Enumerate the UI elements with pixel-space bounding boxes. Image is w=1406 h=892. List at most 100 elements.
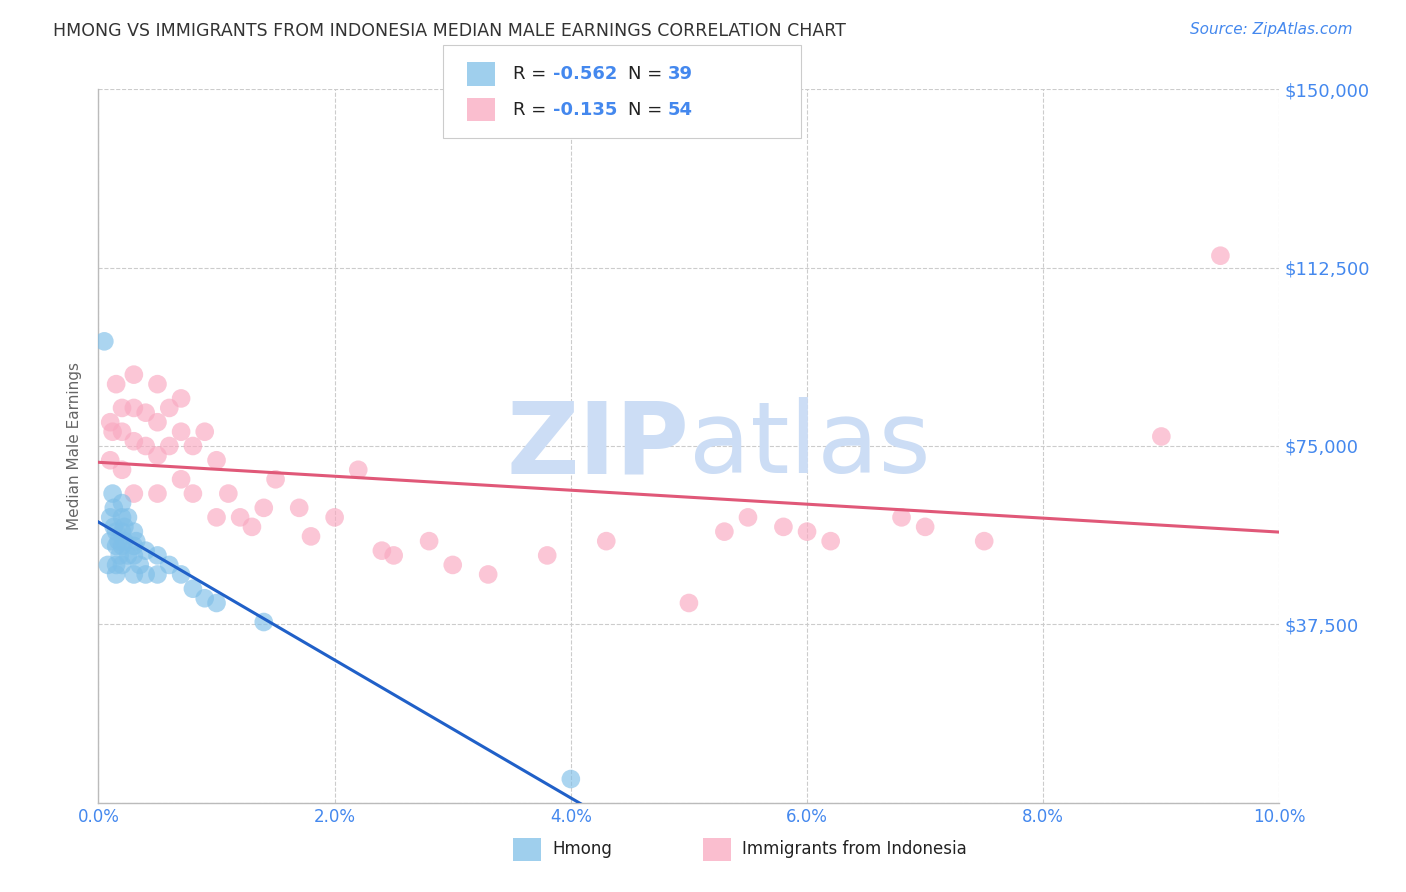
Point [105, 377, 128, 392]
Point [170, 392, 193, 406]
Point [112, 534, 135, 549]
Text: 39: 39 [668, 65, 693, 83]
Point [1150, 429, 1173, 443]
Point [122, 524, 145, 539]
Point [796, 524, 818, 539]
Point [371, 543, 394, 558]
Point [122, 434, 145, 449]
Text: Immigrants from Indonesia: Immigrants from Indonesia [742, 840, 967, 858]
Point [111, 524, 134, 539]
Point [135, 406, 157, 420]
Point [157, 558, 180, 572]
Point [1209, 249, 1232, 263]
Point [441, 558, 464, 572]
Point [98, 534, 121, 549]
Point [146, 567, 169, 582]
Point [146, 449, 169, 463]
Text: -0.562: -0.562 [553, 65, 617, 83]
Point [111, 558, 134, 572]
Point [194, 425, 217, 439]
Point [914, 520, 936, 534]
Point [181, 439, 204, 453]
Point [973, 534, 995, 549]
Point [112, 520, 135, 534]
Point [820, 534, 842, 549]
Point [122, 539, 145, 553]
Point [111, 539, 134, 553]
Point [105, 567, 128, 582]
Point [101, 425, 124, 439]
Point [117, 510, 139, 524]
Y-axis label: Median Male Earnings: Median Male Earnings [67, 362, 83, 530]
Point [240, 520, 263, 534]
Point [146, 486, 169, 500]
Point [157, 439, 180, 453]
Text: R =: R = [513, 65, 553, 83]
Point [146, 415, 169, 429]
Point [122, 549, 145, 563]
Point [122, 567, 145, 582]
Point [111, 425, 134, 439]
Point [418, 534, 440, 549]
Text: 54: 54 [668, 101, 693, 119]
Point [111, 401, 134, 415]
Point [107, 534, 129, 549]
Point [264, 472, 287, 486]
Point [135, 567, 157, 582]
Point [170, 472, 193, 486]
Point [181, 582, 204, 596]
Point [205, 453, 228, 467]
Point [128, 558, 150, 572]
Point [560, 772, 582, 786]
Point [890, 510, 912, 524]
Point [111, 463, 134, 477]
Point [323, 510, 346, 524]
Point [181, 486, 204, 500]
Text: Hmong: Hmong [553, 840, 613, 858]
Text: atlas: atlas [689, 398, 931, 494]
Point [135, 543, 157, 558]
Point [170, 567, 193, 582]
Point [253, 500, 276, 515]
Text: -0.135: -0.135 [553, 101, 617, 119]
Point [595, 534, 617, 549]
Text: Source: ZipAtlas.com: Source: ZipAtlas.com [1189, 22, 1353, 37]
Point [157, 401, 180, 415]
Point [103, 520, 125, 534]
Point [105, 524, 128, 539]
Point [205, 510, 228, 524]
Text: ZIP: ZIP [506, 398, 689, 494]
Point [772, 520, 794, 534]
Point [111, 496, 134, 510]
Text: N =: N = [628, 101, 668, 119]
Text: R =: R = [513, 101, 553, 119]
Point [117, 549, 139, 563]
Point [98, 510, 121, 524]
Point [194, 591, 217, 606]
Point [347, 463, 370, 477]
Point [253, 615, 276, 629]
Point [299, 529, 322, 543]
Point [98, 415, 121, 429]
Point [146, 377, 169, 392]
Point [477, 567, 499, 582]
Point [737, 510, 759, 524]
Point [122, 368, 145, 382]
Point [101, 486, 124, 500]
Point [205, 596, 228, 610]
Point [125, 534, 148, 549]
Point [288, 500, 311, 515]
Point [108, 549, 131, 563]
Point [217, 486, 239, 500]
Point [97, 558, 120, 572]
Point [93, 334, 115, 349]
Point [146, 549, 169, 563]
Text: HMONG VS IMMIGRANTS FROM INDONESIA MEDIAN MALE EARNINGS CORRELATION CHART: HMONG VS IMMIGRANTS FROM INDONESIA MEDIA… [53, 22, 846, 40]
Point [536, 549, 558, 563]
Point [103, 500, 125, 515]
Point [122, 401, 145, 415]
Point [105, 558, 128, 572]
Point [678, 596, 700, 610]
Point [713, 524, 735, 539]
Point [105, 539, 128, 553]
